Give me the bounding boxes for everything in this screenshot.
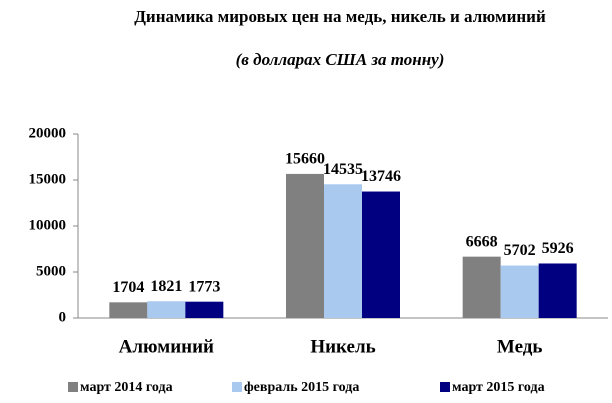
chart-title: Динамика мировых цен на медь, никель и а… — [134, 7, 546, 26]
x-tick-label: Никель — [310, 336, 375, 357]
legend-label: март 2015 года — [452, 380, 545, 395]
y-tick-label: 20000 — [29, 125, 67, 141]
bar — [324, 184, 362, 318]
data-label: 13746 — [361, 168, 401, 185]
data-label: 1821 — [150, 278, 182, 295]
data-label: 5926 — [542, 240, 574, 257]
bar — [462, 256, 501, 318]
y-tick-label: 15000 — [29, 171, 67, 187]
legend-label: февраль 2015 года — [244, 380, 359, 395]
y-tick-label: 10000 — [29, 217, 67, 233]
data-label: 14535 — [323, 161, 363, 178]
data-label: 5702 — [504, 242, 536, 259]
chart-subtitle: (в долларах США за тонну) — [235, 50, 445, 69]
bar — [538, 263, 577, 318]
data-label: 6668 — [466, 233, 498, 250]
legend-swatch — [232, 382, 242, 392]
bar — [362, 191, 400, 318]
bar — [147, 301, 186, 318]
legend-label: март 2014 года — [80, 380, 173, 395]
x-tick-label: Медь — [497, 336, 543, 357]
x-tick-label: Алюминий — [119, 336, 214, 357]
legend-swatch — [68, 382, 78, 392]
y-tick-label: 0 — [59, 309, 67, 325]
data-label: 15660 — [285, 151, 325, 168]
y-tick-label: 5000 — [36, 263, 66, 279]
data-label: 1773 — [188, 278, 220, 295]
legend-swatch — [440, 382, 450, 392]
data-label: 1704 — [112, 279, 144, 296]
bar — [109, 302, 148, 318]
bar — [500, 265, 539, 318]
bar — [286, 173, 324, 318]
bar — [185, 301, 224, 318]
